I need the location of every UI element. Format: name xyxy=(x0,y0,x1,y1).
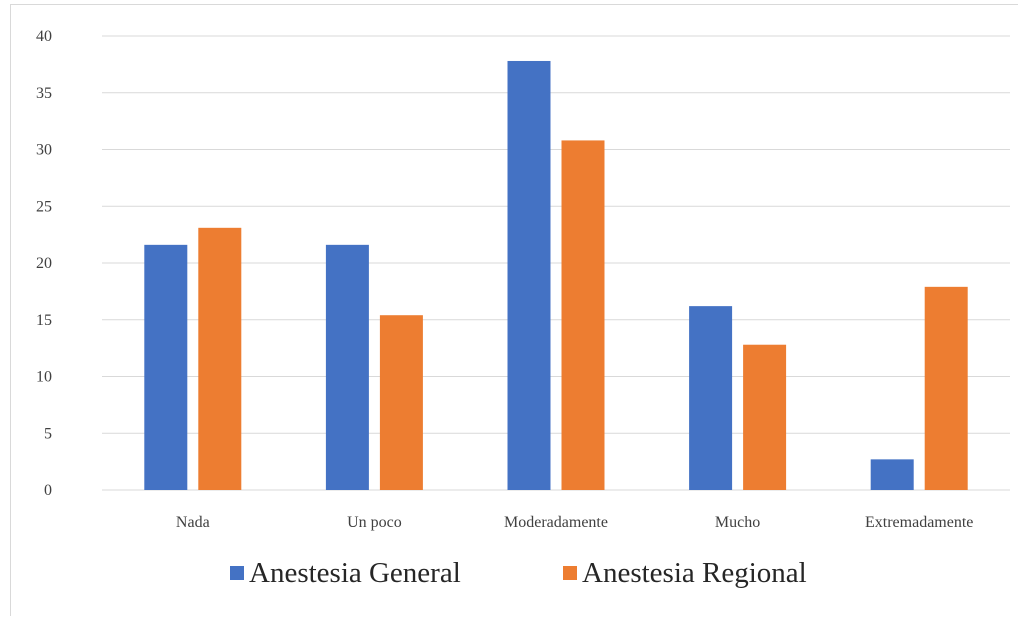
chart-frame xyxy=(10,4,1018,616)
legend: Anestesia General Anestesia Regional xyxy=(230,557,807,589)
x-tick-label: Extremadamente xyxy=(865,514,973,531)
bar-general xyxy=(144,244,188,490)
y-tick-label: 15 xyxy=(36,312,52,329)
bar-regional xyxy=(379,315,423,490)
gridlines xyxy=(102,35,1010,491)
x-tick-label: Mucho xyxy=(715,514,760,531)
bar-regional xyxy=(743,344,787,490)
legend-entry: Anestesia General xyxy=(249,557,461,589)
legend-swatch xyxy=(563,566,577,580)
y-axis-ticks: 0 5 10 15 20 25 30 35 40 xyxy=(36,28,52,499)
bar-regional xyxy=(561,140,605,491)
x-tick-label: Moderadamente xyxy=(504,514,608,531)
bar-regional xyxy=(924,286,968,490)
bar-general xyxy=(507,60,551,490)
y-tick-label: 5 xyxy=(44,425,52,442)
bar-general xyxy=(870,459,914,490)
legend-entry: Anestesia Regional xyxy=(582,557,807,589)
x-tick-label: Un poco xyxy=(347,514,402,531)
bars xyxy=(144,60,968,491)
y-tick-label: 0 xyxy=(44,482,52,499)
bar-regional xyxy=(198,227,242,490)
y-tick-label: 10 xyxy=(36,369,52,386)
legend-swatch xyxy=(230,566,244,580)
x-tick-label: Nada xyxy=(176,514,210,531)
y-tick-label: 20 xyxy=(36,255,52,272)
x-axis-ticks: Nada Un poco Moderadamente Mucho Extremadame… xyxy=(176,514,973,531)
y-tick-label: 30 xyxy=(36,142,52,159)
y-tick-label: 40 xyxy=(36,28,52,45)
bar-general xyxy=(325,244,369,490)
y-tick-label: 25 xyxy=(36,198,52,215)
bar-general xyxy=(689,306,733,490)
y-tick-label: 35 xyxy=(36,85,52,102)
